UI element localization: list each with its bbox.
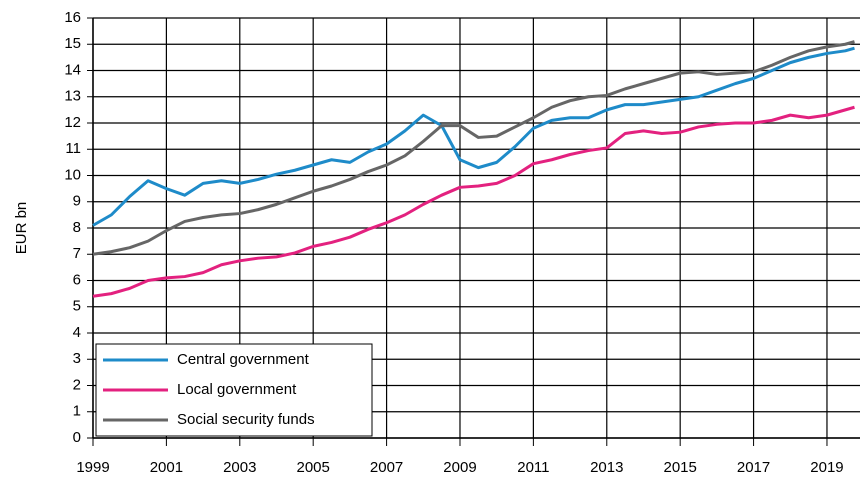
- x-tick-label: 2005: [297, 459, 330, 476]
- y-axis-label: EUR bn: [13, 202, 30, 255]
- y-tick-label: 9: [73, 193, 81, 210]
- y-tick-label: 13: [64, 88, 81, 105]
- x-tick-label: 2015: [663, 459, 696, 476]
- y-tick-label: 7: [73, 245, 81, 262]
- series-line: [92, 46, 855, 227]
- y-tick-label: 12: [64, 114, 81, 131]
- y-tick-label: 10: [64, 166, 81, 183]
- x-tick-label: 2017: [737, 459, 770, 476]
- x-tick-label: 2001: [150, 459, 183, 476]
- y-tick-label: 11: [65, 140, 81, 157]
- y-tick-label: 15: [64, 35, 81, 52]
- y-tick-label: 5: [73, 298, 81, 315]
- series-line: [92, 40, 855, 256]
- y-tick-label: 6: [73, 271, 81, 288]
- x-tick-label: 2013: [590, 459, 623, 476]
- y-tick-label: 4: [73, 324, 81, 341]
- legend-label: Local government: [177, 381, 297, 398]
- y-tick-label: 1: [73, 403, 81, 420]
- x-tick-label: 2007: [370, 459, 403, 476]
- x-tick-label: 1999: [76, 459, 109, 476]
- legend-label: Central government: [177, 351, 310, 368]
- legend-label: Social security funds: [177, 411, 315, 428]
- y-tick-label: 3: [73, 350, 81, 367]
- y-tick-label: 0: [73, 429, 81, 446]
- y-tick-label: 14: [64, 61, 81, 78]
- series-line: [92, 105, 855, 298]
- y-tick-label: 2: [73, 376, 81, 393]
- y-tick-label: 8: [73, 219, 81, 236]
- x-tick-label: 2011: [517, 459, 549, 476]
- x-tick-label: 2003: [223, 459, 256, 476]
- y-tick-label: 16: [64, 9, 81, 26]
- x-tick-label: 2009: [443, 459, 476, 476]
- x-tick-label: 2019: [810, 459, 843, 476]
